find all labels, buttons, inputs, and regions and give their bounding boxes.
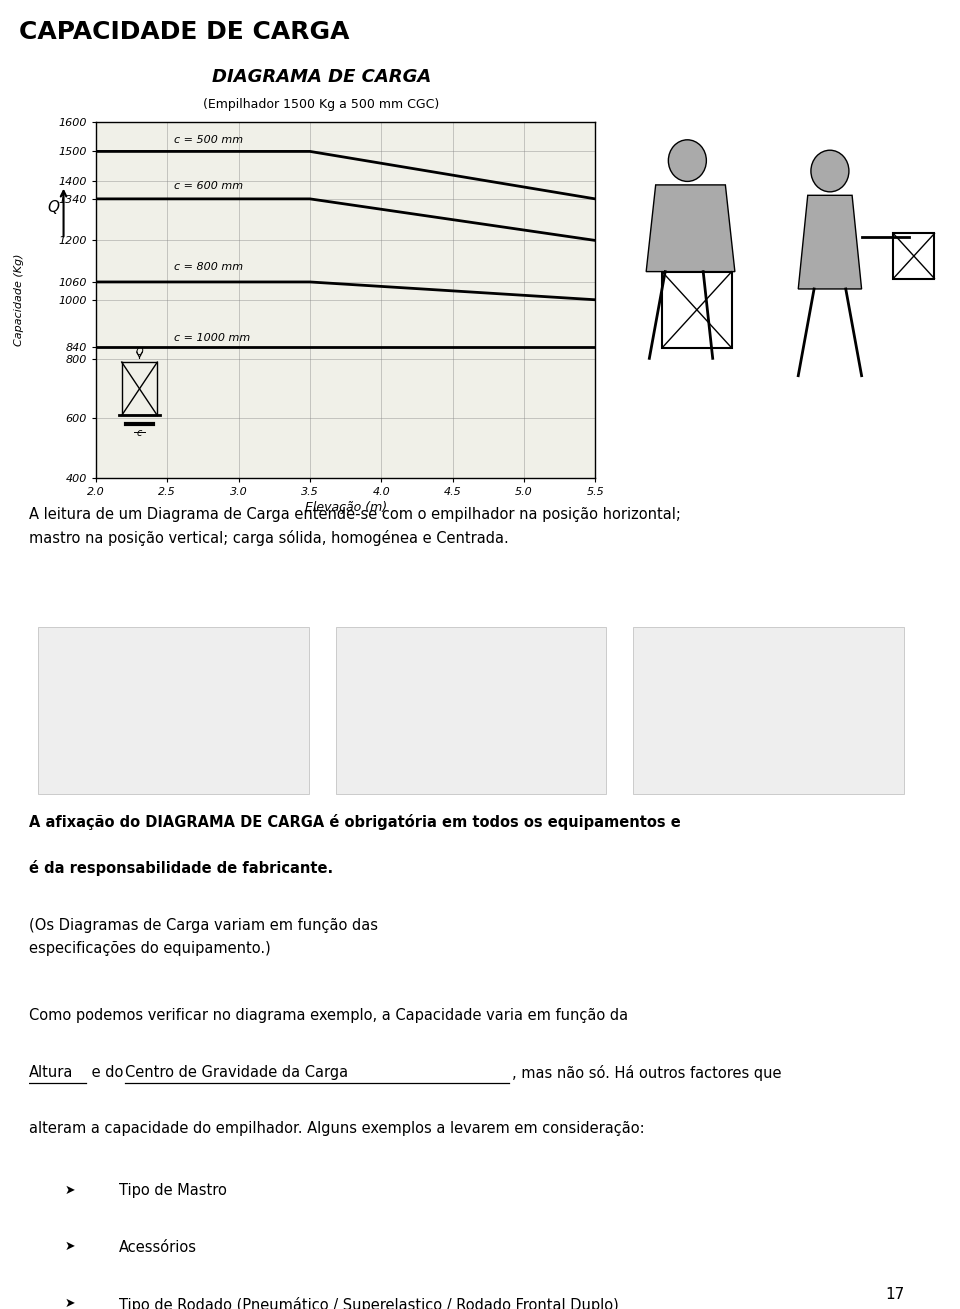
Bar — [662, 272, 732, 348]
Bar — [893, 233, 934, 279]
Text: Altura: Altura — [29, 1064, 73, 1080]
Text: alteram a capacidade do empilhador. Alguns exemplos a levarem em consideração:: alteram a capacidade do empilhador. Algu… — [29, 1121, 644, 1136]
Text: DIAGRAMA DE CARGA: DIAGRAMA DE CARGA — [212, 68, 431, 86]
Circle shape — [811, 151, 849, 192]
Text: c = 500 mm: c = 500 mm — [175, 135, 244, 144]
Text: c = 800 mm: c = 800 mm — [175, 262, 244, 272]
Text: Tipo de Rodado (Pneumático / Superelastico / Rodado Frontal Duplo): Tipo de Rodado (Pneumático / Superelasti… — [119, 1296, 619, 1309]
Text: ➤: ➤ — [65, 1183, 76, 1196]
Text: e do: e do — [87, 1064, 129, 1080]
Text: Tipo de Mastro: Tipo de Mastro — [119, 1183, 227, 1199]
Text: 17: 17 — [885, 1287, 904, 1302]
Text: A afixação do DIAGRAMA DE CARGA é obrigatória em todos os equipamentos e: A afixação do DIAGRAMA DE CARGA é obriga… — [29, 814, 681, 830]
Text: (Empilhador 1500 Kg a 500 mm CGC): (Empilhador 1500 Kg a 500 mm CGC) — [204, 98, 440, 111]
Text: é da responsabilidade de fabricante.: é da responsabilidade de fabricante. — [29, 860, 333, 876]
Text: Capacidade (Kg): Capacidade (Kg) — [13, 254, 24, 346]
Text: Q: Q — [135, 347, 143, 356]
Text: c: c — [137, 428, 142, 439]
Text: c = 600 mm: c = 600 mm — [175, 181, 244, 191]
Bar — [336, 627, 607, 793]
Text: c = 1000 mm: c = 1000 mm — [175, 334, 251, 343]
X-axis label: Elevação (m): Elevação (m) — [304, 501, 387, 514]
Text: Q: Q — [48, 200, 60, 215]
Circle shape — [668, 140, 707, 182]
Text: ➤: ➤ — [65, 1240, 76, 1253]
Polygon shape — [799, 195, 861, 289]
Text: ➤: ➤ — [65, 1296, 76, 1309]
Text: , mas não só. Há outros factores que: , mas não só. Há outros factores que — [512, 1064, 781, 1081]
Text: Acessórios: Acessórios — [119, 1240, 197, 1255]
Text: Centro de Gravidade da Carga: Centro de Gravidade da Carga — [126, 1064, 348, 1080]
Text: A leitura de um Diagrama de Carga entende-se com o empilhador na posição horizon: A leitura de um Diagrama de Carga entend… — [29, 507, 681, 546]
Text: (Os Diagramas de Carga variam em função das
especificações do equipamento.): (Os Diagramas de Carga variam em função … — [29, 919, 378, 956]
Text: CAPACIDADE DE CARGA: CAPACIDADE DE CARGA — [19, 21, 349, 45]
Text: Como podemos verificar no diagrama exemplo, a Capacidade varia em função da: Como podemos verificar no diagrama exemp… — [29, 1008, 628, 1024]
Bar — [37, 627, 308, 793]
Polygon shape — [646, 185, 735, 271]
Bar — [634, 627, 904, 793]
